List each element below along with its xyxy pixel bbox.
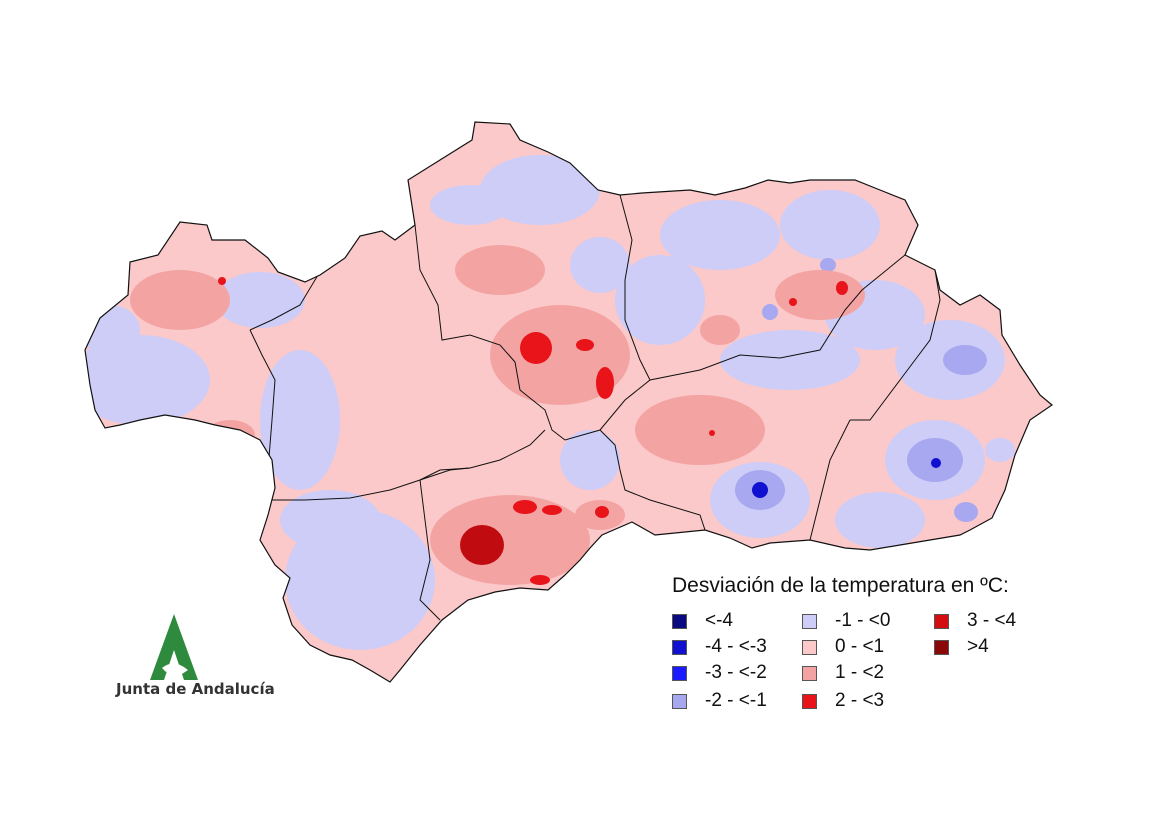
legend-swatch — [672, 665, 687, 681]
legend-item: >4 — [934, 635, 989, 659]
legend-item: 3 - <4 — [934, 609, 1016, 633]
legend-label: -3 - <-2 — [705, 662, 767, 683]
legend-swatch — [802, 639, 817, 655]
very-hot-anomaly-areas — [460, 525, 504, 565]
hot-anomaly-areas — [218, 277, 848, 585]
legend-swatch — [802, 665, 817, 681]
legend-item: -1 - <0 — [802, 609, 890, 633]
cool-anomaly-areas — [85, 155, 1015, 650]
legend-label: -4 - <-3 — [705, 636, 767, 657]
legend-swatch — [672, 613, 687, 629]
cold-anomaly-spots — [752, 458, 941, 498]
legend-label: 1 - <2 — [835, 662, 885, 683]
legend-label: 3 - <4 — [967, 610, 1017, 631]
legend-item: -2 - <-1 — [672, 689, 767, 713]
legend-swatch — [934, 613, 949, 629]
legend-item: <-4 — [672, 609, 733, 633]
legend-item: 2 - <3 — [802, 689, 884, 713]
legend-swatch — [802, 693, 817, 709]
legend-item: 1 - <2 — [802, 661, 884, 685]
legend-label: -1 - <0 — [835, 610, 891, 631]
province-borders — [249, 194, 941, 621]
legend-swatch — [672, 639, 687, 655]
legend-label: 2 - <3 — [835, 690, 885, 711]
legend-label: <-4 — [705, 610, 733, 631]
legend-title: Desviación de la temperatura en ºC: — [672, 574, 1009, 597]
legend-swatch — [672, 693, 687, 709]
legend-swatch — [934, 639, 949, 655]
legend-item: -3 - <-2 — [672, 661, 767, 685]
warm-anomaly-areas — [130, 245, 865, 585]
legend-label: >4 — [967, 636, 989, 657]
legend-label: 0 - <1 — [835, 636, 885, 657]
junta-andalucia-logo-icon — [150, 614, 198, 680]
legend-item: 0 - <1 — [802, 635, 884, 659]
legend-item: -4 - <-3 — [672, 635, 767, 659]
logo-text: Junta de Andalucía — [116, 680, 275, 698]
legend-swatch — [802, 613, 817, 629]
legend-label: -2 - <-1 — [705, 690, 767, 711]
